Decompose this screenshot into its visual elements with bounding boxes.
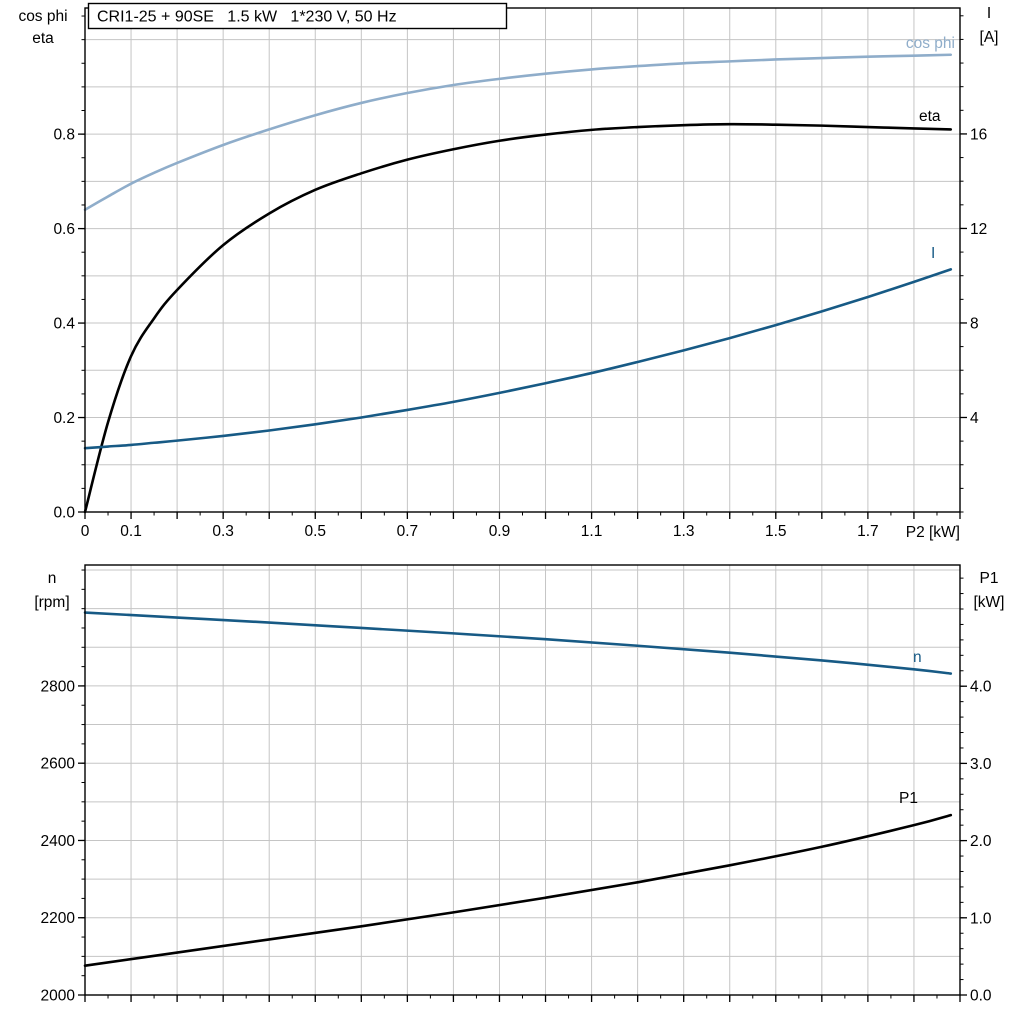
curve-cos-phi (83, 53, 953, 211)
bottom-left-axis-label-line2: [rpm] (34, 594, 69, 611)
curve-label-I: I (931, 245, 935, 262)
curve-label-eta: eta (919, 108, 941, 125)
y-tick-label: 1.0 (970, 910, 992, 927)
top-right-axis-label-line2: [A] (980, 29, 999, 46)
y-tick-label: 12 (970, 221, 987, 238)
x-axis-label: P2 [kW] (906, 524, 960, 541)
curve-P1 (83, 813, 953, 967)
x-tick-label: 1.3 (673, 523, 695, 540)
x-tick-label: 0 (81, 523, 90, 540)
y-tick-label: 2600 (41, 756, 76, 773)
y-tick-label: 0.0 (970, 988, 992, 1005)
top-right-axis-label-line1: I (987, 5, 991, 22)
y-tick-label: 0.8 (53, 127, 75, 144)
bottom-left-axis-label-line1: n (48, 570, 57, 587)
y-tick-label: 0.0 (53, 505, 75, 522)
curve-label-cos-phi: cos phi (906, 35, 955, 52)
top-chart: 0.0 0.2 0.4 0.6 0.8 4 8 12 16 0 0.1 0.3 0.5 0.7 0.9 1.1… (53, 7, 987, 540)
y-tick-label: 2.0 (970, 833, 992, 850)
y-tick-label: 0.6 (53, 221, 75, 238)
x-tick-label: 0.7 (397, 523, 419, 540)
curve-eta (83, 122, 953, 514)
x-tick-label: 0.5 (304, 523, 326, 540)
x-tick-label: 0.9 (489, 523, 511, 540)
y-tick-label: 0.4 (53, 316, 75, 333)
x-tick-label: 1.1 (581, 523, 603, 540)
x-tick-label: 0.1 (120, 523, 142, 540)
y-tick-label: 8 (970, 315, 979, 332)
y-tick-label: 2800 (41, 678, 76, 695)
y-tick-label: 0.2 (53, 410, 75, 427)
x-tick-label: 0.3 (212, 523, 234, 540)
top-left-axis-label-line1: cos phi (18, 8, 67, 25)
x-tick-label: 1.5 (765, 523, 787, 540)
y-tick-label: 3.0 (970, 756, 992, 773)
plot-frame (84, 564, 961, 996)
top-left-axis-label-line2: eta (32, 30, 54, 47)
y-tick-label: 16 (970, 126, 987, 143)
curve-n (83, 611, 953, 675)
title-box: CRI1-25 + 90SE 1.5 kW 1*230 V, 50 Hz (87, 2, 508, 30)
curve-label-n: n (913, 649, 922, 666)
y-tick-label: 4 (970, 410, 979, 427)
y-tick-label: 2400 (41, 833, 76, 850)
bottom-right-axis-label-line1: P1 (980, 570, 999, 587)
bottom-chart: 2000 2200 2400 2600 2800 0.0 1.0 2.0 3.0 4.0 n P1 (41, 564, 992, 1005)
bottom-right-axis-label-line2: [kW] (974, 594, 1005, 611)
chart-title: CRI1-25 + 90SE 1.5 kW 1*230 V, 50 Hz (97, 9, 397, 26)
curve-label-P1: P1 (899, 790, 918, 807)
y-tick-label: 2000 (41, 988, 76, 1005)
x-tick-label: 1.7 (857, 523, 879, 540)
y-tick-label: 2200 (41, 910, 76, 927)
curve-I (83, 268, 953, 450)
title-box-border (87, 2, 508, 30)
y-tick-label: 4.0 (970, 679, 992, 696)
